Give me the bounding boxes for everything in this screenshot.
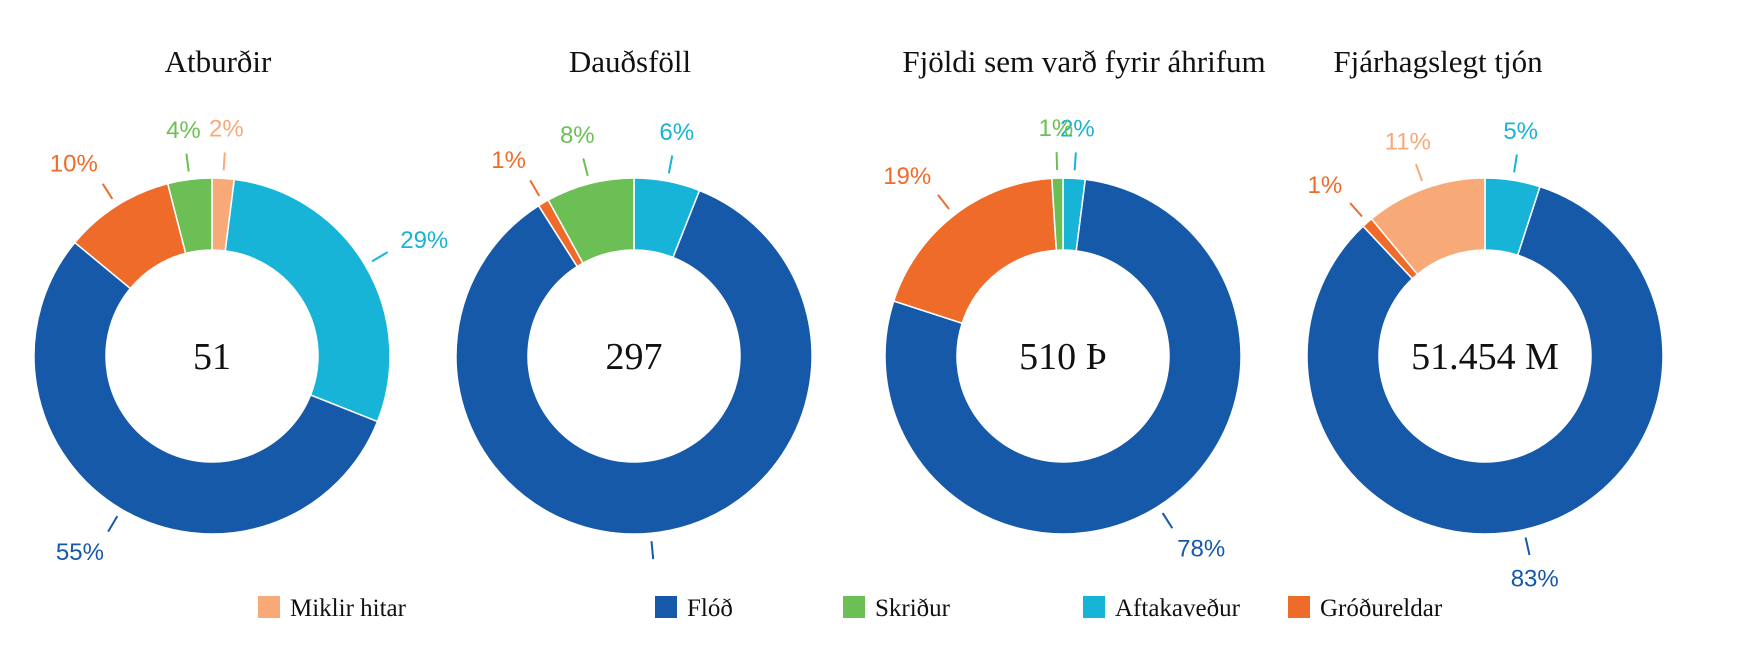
- chart-title: Fjöldi sem varð fyrir áhrifum: [902, 44, 1265, 79]
- legend-label-grodureldar: Gróðureldar: [1320, 595, 1443, 622]
- donut-chart-3: Fjöldi sem varð fyrir áhrifum 2% 78% 19% 1% 5…: [883, 44, 1265, 563]
- center-total: 510 Þ: [1019, 336, 1107, 378]
- slice-skridur: [1051, 177, 1064, 252]
- data-label-skridur: 4%: [166, 117, 201, 144]
- slice-flod: [33, 241, 379, 535]
- donut-chart-1: Atburðir 2% 29% 55% 10% 4% 51: [33, 44, 448, 566]
- data-label-miklir-hitar: 11%: [1385, 128, 1431, 155]
- leader-line: [582, 158, 589, 177]
- leader-line: [650, 541, 655, 560]
- data-label-grodureldar: 19%: [883, 163, 931, 190]
- chart-title: Atburðir: [165, 44, 272, 79]
- slice-flod: [884, 178, 1242, 535]
- legend-label-aftakavedur: Aftakaveður: [1115, 595, 1241, 622]
- data-label-skridur: 8%: [560, 122, 595, 149]
- data-label-skridur: 1%: [1038, 115, 1073, 142]
- slice-skridur: [166, 177, 213, 255]
- leader-line: [937, 194, 950, 210]
- legend-label-flod: Flóð: [687, 595, 733, 622]
- data-label-flod: 55%: [56, 539, 104, 566]
- leader-line: [1414, 163, 1423, 182]
- center-total: 51: [193, 336, 231, 378]
- leader-line: [107, 515, 119, 533]
- legend-label-skridur: Skriður: [875, 595, 951, 622]
- data-label-grodureldar: 10%: [50, 150, 98, 177]
- leader-line: [101, 183, 114, 200]
- data-label-grodureldar: 1%: [1308, 172, 1343, 199]
- slice-miklir-hitar: [1370, 177, 1486, 276]
- leader-line: [1513, 154, 1518, 173]
- data-label-aftakavedur: 6%: [659, 119, 694, 146]
- legend-swatch-flod: [655, 596, 677, 618]
- chart-title: Dauðsföll: [569, 44, 691, 79]
- legend-swatch-miklir-hitar: [258, 596, 280, 618]
- chart-title: Fjárhagslegt tjón: [1333, 44, 1543, 79]
- slice-flod: [455, 189, 813, 535]
- leader-line: [529, 179, 541, 197]
- leader-line: [222, 152, 226, 171]
- legend-label-miklir-hitar: Miklir hitar: [290, 595, 407, 622]
- data-label-miklir-hitar: 2%: [209, 115, 244, 142]
- slice-grodureldar: [892, 177, 1058, 325]
- data-label-aftakavedur: 5%: [1503, 118, 1538, 145]
- legend-swatch-aftakavedur: [1083, 596, 1105, 618]
- leader-line: [667, 155, 674, 174]
- legend: Miklir hitar Flóð Skriður Aftakaveður Gróður…: [258, 595, 1443, 622]
- leader-line: [1055, 152, 1059, 171]
- legend-swatch-grodureldar: [1288, 596, 1310, 618]
- data-label-flod: 83%: [1511, 566, 1559, 593]
- legend-swatch-skridur: [843, 596, 865, 618]
- leader-line: [1161, 512, 1174, 529]
- data-label-aftakavedur: 2%: [1060, 115, 1095, 142]
- slice-skridur: [547, 177, 635, 265]
- leader-line: [185, 153, 190, 172]
- leader-line: [1349, 202, 1363, 218]
- data-label-grodureldar: 1%: [491, 147, 526, 174]
- leader-line: [371, 251, 389, 263]
- data-label-flod: 78%: [1177, 536, 1225, 563]
- donut-chart-2: Dauðsföll 6% 1% 8% 297: [455, 44, 813, 560]
- leader-line: [1073, 152, 1077, 171]
- leader-line: [1524, 537, 1531, 556]
- slice-aftakavedur: [224, 178, 391, 423]
- slice-flod: [1306, 185, 1664, 535]
- donut-chart-4: Fjárhagslegt tjón 5% 83% 1% 11% 51.454 M: [1306, 44, 1664, 593]
- center-total: 297: [606, 336, 663, 378]
- center-total: 51.454 M: [1411, 336, 1559, 378]
- data-label-aftakavedur: 29%: [400, 227, 448, 254]
